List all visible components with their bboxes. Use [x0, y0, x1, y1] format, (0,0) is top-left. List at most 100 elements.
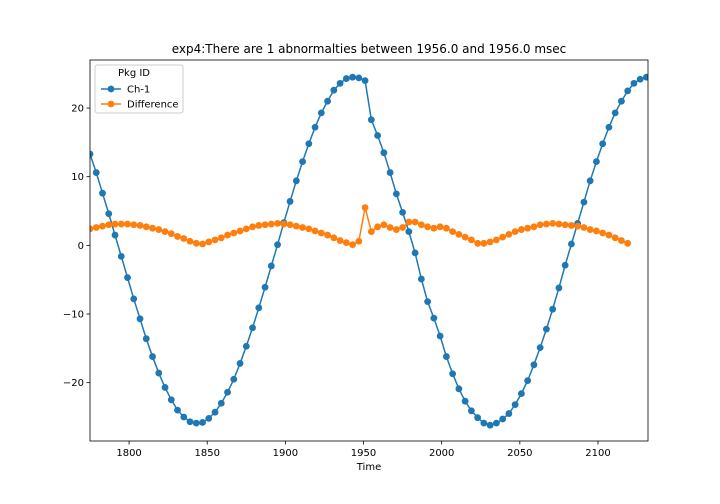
data-point: [605, 123, 613, 131]
data-point: [186, 237, 194, 245]
data-point: [186, 418, 194, 426]
data-point: [430, 314, 438, 322]
data-point: [242, 342, 250, 350]
data-point: [92, 224, 100, 231]
data-point: [317, 229, 325, 237]
data-point: [517, 226, 525, 233]
legend-marker: [107, 100, 115, 108]
data-point: [180, 413, 188, 421]
data-point: [149, 224, 156, 232]
data-point: [105, 210, 113, 218]
data-point: [474, 239, 482, 247]
data-point: [380, 221, 388, 229]
data-point: [124, 274, 131, 282]
data-point: [349, 241, 356, 249]
data-point: [230, 375, 238, 383]
series-group: [90, 73, 648, 429]
data-point: [455, 385, 463, 393]
data-point: [499, 415, 507, 423]
data-point: [136, 222, 144, 229]
data-point: [524, 377, 532, 384]
legend-marker: [107, 85, 115, 93]
data-point: [274, 241, 281, 249]
data-point: [205, 238, 213, 246]
data-point: [511, 228, 519, 236]
data-point: [330, 86, 338, 94]
data-point: [499, 233, 507, 241]
data-point: [611, 109, 619, 117]
data-point: [236, 360, 244, 367]
data-point: [586, 177, 594, 185]
data-point: [636, 75, 644, 83]
data-point: [167, 396, 175, 404]
data-point: [561, 261, 569, 269]
data-point: [549, 305, 557, 313]
data-point: [92, 169, 100, 176]
data-point: [90, 225, 94, 233]
data-point: [305, 140, 313, 148]
y-tick-label: 10: [71, 172, 84, 183]
x-tick-label: 1950: [351, 448, 376, 459]
data-point: [561, 221, 569, 229]
data-point: [624, 87, 632, 95]
legend-box: [94, 64, 184, 114]
data-point: [543, 220, 550, 228]
data-point: [624, 239, 632, 247]
data-point: [480, 239, 488, 247]
data-point: [261, 283, 269, 291]
data-point: [242, 225, 250, 233]
data-point: [574, 222, 582, 230]
data-point: [99, 222, 106, 230]
data-point: [199, 240, 206, 248]
data-point: [286, 198, 294, 205]
data-point: [380, 149, 388, 157]
data-point: [505, 230, 513, 238]
data-point: [299, 224, 306, 231]
axis-ticks: 1800 1850 1900 1950 2000 2050 2100 −20 −10 0 10 20: [63, 104, 611, 459]
data-point: [593, 158, 600, 166]
data-point: [449, 228, 457, 236]
data-point: [142, 335, 150, 343]
data-point: [249, 223, 256, 231]
data-point: [455, 230, 463, 238]
data-point: [255, 222, 263, 229]
data-point: [474, 414, 482, 422]
data-point: [442, 224, 450, 232]
data-point: [436, 223, 444, 231]
data-point: [105, 221, 113, 229]
data-point: [249, 324, 256, 332]
data-point: [367, 116, 375, 124]
data-point: [117, 220, 125, 228]
data-point: [111, 231, 119, 239]
data-point: [342, 75, 350, 82]
data-point: [543, 325, 550, 333]
data-point: [317, 109, 325, 117]
data-point: [586, 226, 594, 233]
data-point: [599, 229, 607, 237]
data-point: [467, 236, 475, 244]
data-point: [324, 97, 331, 105]
data-point: [205, 414, 213, 422]
data-point: [486, 421, 494, 429]
data-point: [336, 237, 344, 244]
data-point: [361, 77, 369, 84]
data-point: [618, 97, 625, 105]
data-point: [236, 227, 244, 235]
data-point: [405, 218, 413, 226]
data-point: [630, 79, 638, 87]
data-point: [461, 397, 469, 405]
data-point: [311, 227, 319, 235]
data-point: [199, 419, 206, 426]
data-point: [274, 219, 281, 227]
data-point: [324, 231, 331, 239]
data-point: [367, 228, 375, 236]
y-tick-label: −10: [63, 310, 84, 321]
data-point: [155, 369, 163, 377]
data-point: [536, 344, 544, 352]
data-point: [299, 158, 306, 166]
data-point: [417, 221, 425, 229]
data-point: [392, 226, 400, 233]
data-point: [155, 226, 163, 233]
data-point: [549, 219, 557, 227]
data-point: [386, 224, 394, 231]
